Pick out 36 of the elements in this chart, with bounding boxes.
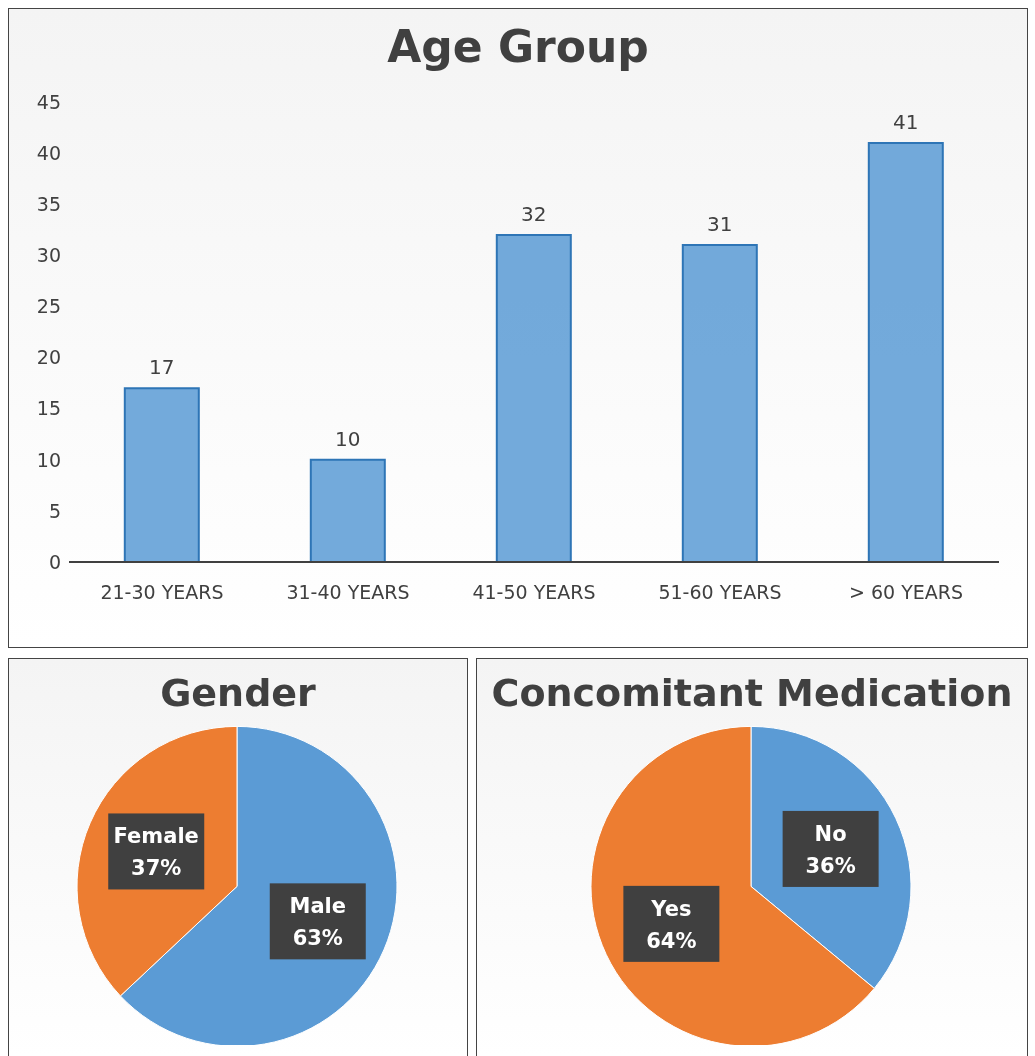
chart-title: Gender (159, 670, 317, 715)
data-label: 63% (292, 926, 343, 951)
y-tick-label: 25 (36, 295, 61, 318)
bar (495, 233, 572, 562)
data-label: 32 (521, 201, 547, 226)
x-tick-label: > 60 YEARS (848, 581, 964, 604)
data-label: 31 (707, 212, 733, 237)
data-label: 10 (335, 426, 361, 451)
x-tick-label: 31-40 YEARS (286, 581, 410, 604)
data-label: 17 (149, 355, 175, 380)
y-tick-label: 15 (36, 397, 61, 420)
y-tick-label: 30 (36, 244, 61, 267)
data-label: 64% (646, 928, 697, 953)
y-tick-label: 0 (48, 550, 61, 573)
x-tick-label: 51-60 YEARS (658, 581, 782, 604)
chart-title: Age Group (386, 20, 650, 72)
slice-label: Yes (650, 896, 692, 921)
y-tick-label: 10 (36, 448, 61, 471)
slice-label: No (814, 821, 847, 846)
x-tick-label: 21-30 YEARS (100, 581, 224, 604)
y-tick-label: 20 (36, 346, 61, 369)
slice-label: Female (113, 824, 199, 849)
bar (867, 141, 944, 562)
bar (681, 244, 758, 562)
x-tick-label: 41-50 YEARS (472, 581, 596, 604)
y-tick-label: 45 (36, 90, 61, 113)
data-label: 36% (805, 853, 856, 878)
slice-label: Male (289, 894, 347, 919)
data-label: 41 (893, 109, 919, 134)
data-label: 37% (131, 856, 182, 881)
bar (309, 458, 386, 562)
y-tick-label: 35 (36, 192, 61, 215)
y-tick-label: 40 (36, 141, 61, 164)
y-tick-label: 5 (48, 499, 61, 522)
bar (123, 387, 200, 562)
chart-title: Concomitant Medication (490, 670, 1014, 715)
